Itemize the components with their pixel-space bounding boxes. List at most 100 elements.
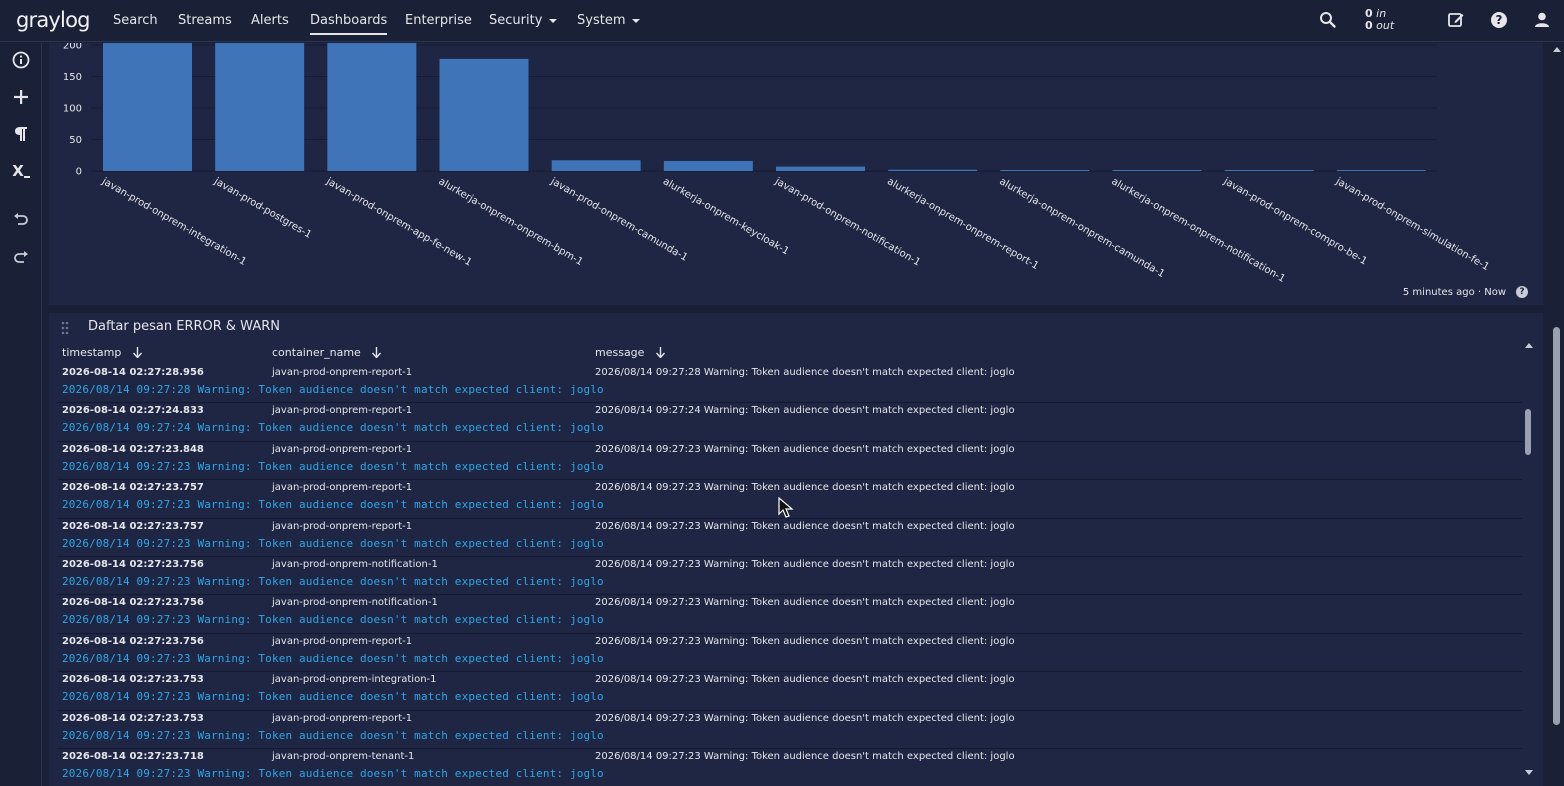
chart-bar[interactable] [551, 160, 641, 171]
cell-full-message: 2026/08/14 09:27:23 Warning: Token audie… [62, 613, 604, 627]
table-row[interactable]: 2026-08-14 02:27:23.756 javan-prod-onprem… [57, 595, 1522, 634]
cell-message: 2026/08/14 09:27:23 Warning: Token audie… [595, 750, 1015, 762]
scroll-up-icon[interactable] [1525, 343, 1533, 348]
table-row[interactable]: 2026-08-14 02:27:23.718 javan-prod-onprem… [57, 749, 1522, 786]
info-icon[interactable] [10, 49, 32, 71]
cell-timestamp: 2026-08-14 02:27:23.757 [62, 520, 204, 532]
scroll-up-icon[interactable] [1553, 47, 1561, 52]
cell-container-name: javan-prod-onprem-notification-1 [272, 597, 438, 609]
svg-text:?: ? [1496, 13, 1503, 27]
column-header-message[interactable]: message [595, 346, 665, 359]
cell-message: 2026/08/14 09:27:23 Warning: Token audie… [595, 520, 1015, 532]
table-row[interactable]: 2026-08-14 02:27:28.956 javan-prod-onprem… [57, 365, 1522, 404]
cell-timestamp: 2026-08-14 02:27:23.756 [62, 635, 204, 647]
page-scrollbar[interactable] [1550, 43, 1562, 786]
chart-widget: 0 50 100 150 200 javan-prod-onprem-integrati… [49, 43, 1543, 305]
chevron-down-icon [549, 18, 558, 23]
y-tick-label: 100 [63, 104, 82, 115]
nav-enterprise[interactable]: Enterprise [405, 13, 472, 28]
logo-text: graylog [16, 8, 90, 32]
cell-full-message: 2026/08/14 09:27:24 Warning: Token audie… [62, 421, 604, 435]
chart-bar[interactable] [888, 169, 978, 171]
table-scrollbar-thumb[interactable] [1525, 409, 1531, 455]
y-tick-label: 50 [69, 135, 82, 146]
cell-message: 2026/08/14 09:27:23 Warning: Token audie… [595, 635, 1015, 647]
cell-full-message: 2026/08/14 09:27:28 Warning: Token audie… [62, 383, 604, 396]
chart-bar[interactable] [327, 43, 417, 171]
parameter-icon[interactable]: X [10, 160, 32, 182]
scroll-down-icon[interactable] [1525, 770, 1533, 775]
column-label-container-name: container_name [272, 346, 361, 359]
help-icon[interactable]: ? [1516, 286, 1528, 298]
chart-bar[interactable] [1112, 170, 1202, 171]
chart-bar[interactable] [663, 160, 753, 171]
graylog-logo[interactable]: graylog [16, 8, 90, 32]
drag-handle-icon[interactable] [61, 321, 69, 335]
throughput-in-value: 0 [1365, 7, 1373, 20]
chart-bar[interactable] [215, 43, 305, 171]
throughput-out-value: 0 [1365, 19, 1373, 32]
cell-message: 2026/08/14 09:27:23 Warning: Token audie… [595, 443, 1015, 455]
page-scrollbar-thumb[interactable] [1553, 327, 1560, 725]
throughput-indicator[interactable]: 0 in 0 out [1365, 8, 1394, 32]
cell-full-message: 2026/08/14 09:27:23 Warning: Token audie… [62, 690, 604, 704]
cell-timestamp: 2026-08-14 02:27:23.848 [62, 443, 204, 455]
cell-container-name: javan-prod-onprem-integration-1 [272, 674, 437, 686]
paragraph-icon[interactable] [10, 123, 32, 145]
nav-streams[interactable]: Streams [178, 13, 232, 28]
edit-icon[interactable] [1447, 11, 1467, 31]
cell-full-message: 2026/08/14 09:27:23 Warning: Token audie… [62, 498, 604, 512]
chart-bar[interactable] [1224, 170, 1314, 171]
cell-full-message: 2026/08/14 09:27:23 Warning: Token audie… [62, 574, 604, 588]
table-row[interactable]: 2026-08-14 02:27:23.757 javan-prod-onprem… [57, 480, 1522, 519]
chart-bar[interactable] [103, 43, 192, 171]
chart-bar[interactable] [439, 58, 529, 171]
table-row[interactable]: 2026-08-14 02:27:23.756 javan-prod-onprem… [57, 634, 1522, 673]
nav-system-label: System [577, 13, 626, 28]
table-row[interactable]: 2026-08-14 02:27:23.848 javan-prod-onprem… [57, 442, 1522, 481]
throughput-out-label: out [1376, 19, 1395, 32]
cell-message: 2026/08/14 09:27:24 Warning: Token audie… [595, 405, 1015, 417]
table-row[interactable]: 2026-08-14 02:27:23.753 javan-prod-onprem… [57, 711, 1522, 749]
sort-down-icon[interactable] [655, 347, 665, 358]
add-icon[interactable] [10, 86, 32, 108]
nav-system[interactable]: System [577, 13, 641, 28]
chart-bar[interactable] [1336, 170, 1426, 171]
chart-bar[interactable] [1000, 170, 1090, 171]
cell-message: 2026/08/14 09:27:23 Warning: Token audie… [595, 482, 1015, 494]
x-tick-label: alurkerja-onprem-onprem-notification-1 [1110, 176, 1287, 285]
table-scrollbar[interactable] [1522, 343, 1534, 779]
cell-timestamp: 2026-08-14 02:27:24.833 [62, 405, 204, 417]
cell-container-name: javan-prod-onprem-report-1 [272, 482, 413, 494]
cell-container-name: javan-prod-onprem-report-1 [272, 443, 413, 455]
search-icon[interactable] [1319, 11, 1339, 31]
table-row[interactable]: 2026-08-14 02:27:23.756 javan-prod-onprem… [57, 557, 1522, 596]
nav-alerts[interactable]: Alerts [251, 13, 289, 28]
message-table-body: 2026-08-14 02:27:28.956 javan-prod-onprem… [57, 365, 1522, 786]
undo-icon[interactable] [10, 208, 32, 230]
x-tick-label: alurkerja-onprem-keycloak-1 [661, 176, 791, 257]
table-row[interactable]: 2026-08-14 02:27:23.757 javan-prod-onprem… [57, 519, 1522, 557]
y-tick-label: 200 [63, 43, 82, 52]
cell-full-message: 2026/08/14 09:27:23 Warning: Token audie… [62, 459, 604, 473]
column-header-timestamp[interactable]: timestamp [62, 346, 142, 359]
cell-timestamp: 2026-08-14 02:27:23.753 [62, 674, 204, 686]
user-icon[interactable] [1533, 11, 1553, 31]
redo-icon[interactable] [10, 246, 32, 268]
nav-search[interactable]: Search [113, 13, 158, 28]
cell-container-name: javan-prod-onprem-report-1 [272, 367, 413, 378]
widget-title: Daftar pesan ERROR & WARN [88, 319, 280, 334]
time-range-label: 5 minutes ago · Now [1402, 287, 1506, 298]
nav-dashboards[interactable]: Dashboards [310, 13, 388, 35]
nav-security[interactable]: Security [489, 13, 558, 28]
table-row[interactable]: 2026-08-14 02:27:23.753 javan-prod-onprem… [57, 672, 1522, 711]
cell-container-name: javan-prod-onprem-notification-1 [272, 558, 438, 570]
sort-down-icon[interactable] [132, 347, 142, 358]
column-header-container-name[interactable]: container_name [272, 346, 382, 359]
help-icon[interactable]: ? [1490, 11, 1510, 31]
table-row[interactable]: 2026-08-14 02:27:24.833 javan-prod-onprem… [57, 403, 1522, 442]
chart-bar[interactable] [776, 166, 865, 171]
cell-container-name: javan-prod-onprem-report-1 [272, 712, 413, 724]
sort-down-icon[interactable] [372, 347, 382, 358]
cell-timestamp: 2026-08-14 02:27:23.757 [62, 482, 204, 494]
